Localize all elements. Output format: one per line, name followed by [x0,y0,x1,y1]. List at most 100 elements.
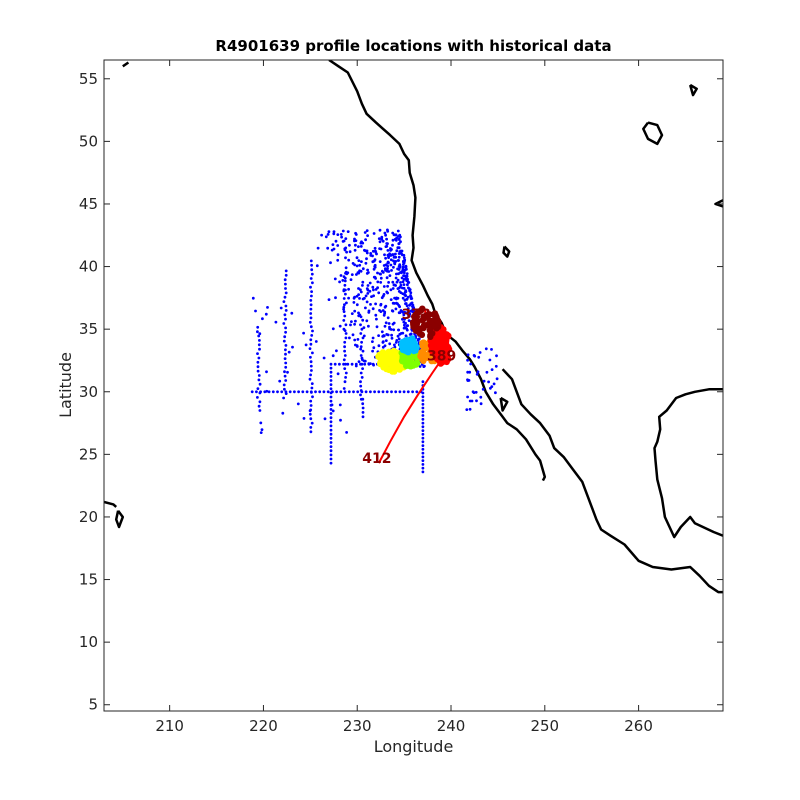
float-profile-point [389,365,396,372]
historical-profile-point [405,304,409,308]
historical-profile-point [400,253,404,257]
float-profile-point [433,314,440,321]
historical-profile-point [344,237,348,241]
historical-profile-point [323,417,327,421]
historical-profile-point [372,294,375,298]
historical-profile-point [329,387,333,391]
historical-profile-point [329,428,333,432]
historical-profile-point [421,395,425,399]
historical-profile-point [283,295,287,299]
historical-profile-point [366,268,369,272]
historical-profile-point [342,310,346,313]
historical-profile-point [368,289,372,293]
float-profile-point [443,358,450,366]
historical-profile-point [387,255,390,258]
historical-profile-point [421,429,425,432]
historical-profile-point [359,345,363,349]
historical-profile-point [471,390,475,394]
historical-profile-point [384,304,388,308]
historical-profile-point [326,246,330,250]
historical-profile-point [308,412,312,416]
historical-profile-point [382,285,386,288]
historical-profile-point [421,455,425,459]
historical-profile-point [332,230,336,234]
historical-profile-point [309,417,313,421]
historical-profile-point [343,354,347,357]
historical-profile-point [366,234,369,238]
historical-profile-point [372,346,376,350]
coastline [328,60,547,482]
historical-profile-point [350,273,354,276]
historical-profile-point [421,406,425,410]
historical-profile-point [369,303,372,306]
historical-profile-point [257,343,261,347]
float-profile-point [408,353,415,361]
historical-profile-point [308,409,312,413]
historical-profile-point [404,294,408,297]
historical-profile-point [408,333,412,336]
historical-profile-point [392,265,395,269]
historical-profile-point [357,311,360,315]
historical-profile-point [256,387,260,390]
historical-profile-point [329,441,333,444]
historical-profile-point [365,300,369,304]
historical-profile-point [379,281,383,284]
historical-profile-point [284,269,288,273]
historical-profile-point [494,364,498,368]
historical-profile-point [309,404,313,407]
historical-profile-point [329,408,333,411]
historical-profile-point [314,390,317,394]
x-tick-label: 260 [624,717,653,735]
historical-profile-point [343,314,347,318]
historical-profile-point [371,340,374,343]
historical-profile-point [283,370,286,374]
historical-profile-point [283,374,287,378]
historical-profile-point [409,294,412,297]
historical-profile-point [390,269,393,272]
historical-profile-point [421,410,425,414]
historical-profile-point [274,320,278,324]
historical-profile-point [386,229,390,233]
historical-profile-point [468,370,472,374]
historical-profile-point [374,249,377,253]
historical-profile-point [386,284,389,288]
historical-profile-point [282,339,286,343]
float-profile-point [413,311,420,318]
historical-profile-point [258,347,261,351]
historical-profile-point [264,312,268,316]
historical-profile-point [305,390,309,394]
historical-profile-point [386,291,389,295]
historical-profile-point [380,269,384,273]
historical-profile-point [342,289,346,293]
historical-profile-point [355,303,359,307]
historical-profile-point [304,343,308,347]
historical-profile-point [404,265,408,269]
historical-profile-point [338,403,342,407]
historical-profile-point [386,316,390,320]
historical-profile-point [371,307,375,311]
historical-profile-point [360,356,364,360]
historical-profile-point [354,243,357,247]
historical-profile-point [257,334,261,338]
historical-profile-point [284,330,287,334]
historical-profile-point [488,358,492,362]
historical-profile-point [389,258,393,262]
x-tick-label: 210 [155,717,184,735]
historical-profile-point [360,340,363,344]
historical-profile-point [343,349,346,353]
historical-profile-point [343,345,346,349]
historical-profile-point [259,421,263,425]
historical-profile-point [286,370,289,374]
historical-profile-point [326,233,330,236]
historical-profile-point [334,239,338,243]
historical-profile-point [361,402,365,406]
historical-profile-point [343,390,347,394]
historical-profile-point [335,390,338,394]
y-tick-label: 10 [79,633,98,651]
historical-profile-point [401,265,405,269]
historical-profile-point [329,391,333,395]
historical-profile-point [309,316,313,320]
historical-profile-point [373,390,376,394]
historical-profile-point [309,285,312,289]
